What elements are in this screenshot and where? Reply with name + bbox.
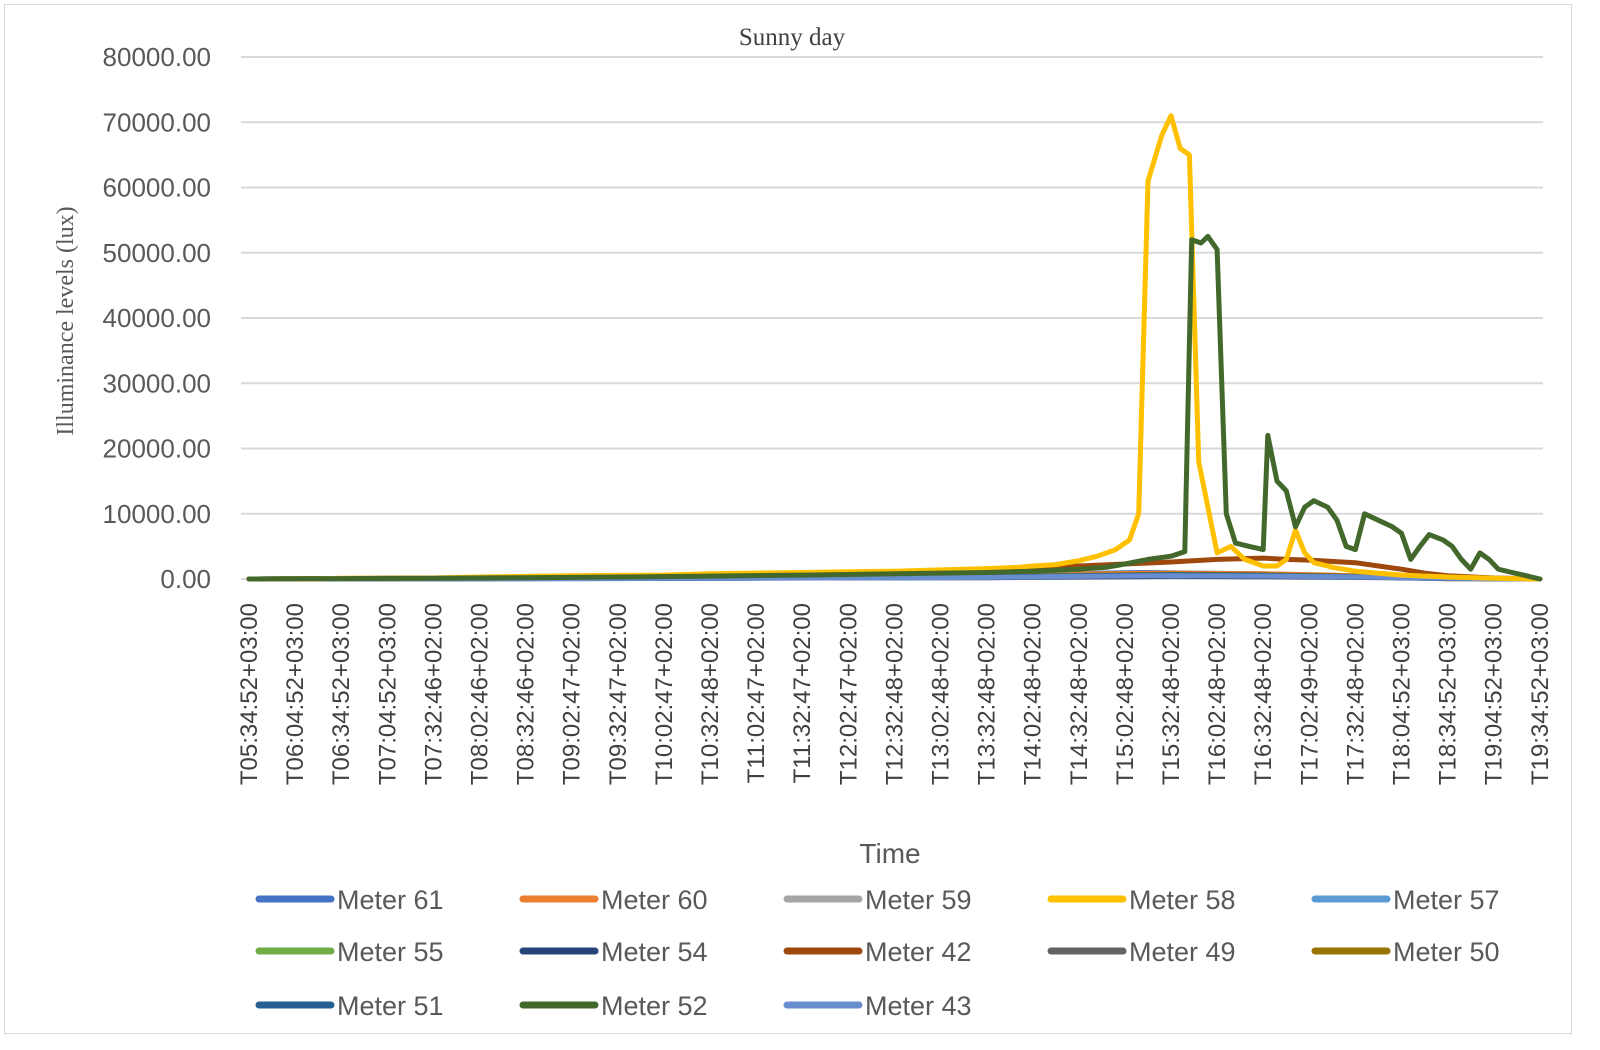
x-tick-label: T17:02:49+02:00 (1296, 603, 1323, 785)
legend-item: Meter 52 (519, 991, 708, 1021)
legend-item: Meter 59 (783, 885, 972, 915)
legend-label: Meter 49 (1129, 937, 1236, 967)
chart-title: Sunny day (739, 24, 846, 51)
y-tick-label: 0.00 (160, 564, 211, 594)
y-tick-label: 60000.00 (103, 173, 211, 203)
y-tick-label: 50000.00 (103, 238, 211, 268)
x-tick-label: T16:32:48+02:00 (1250, 603, 1277, 785)
x-tick-label: T15:32:48+02:00 (1158, 603, 1185, 785)
x-tick-label: T12:32:48+02:00 (881, 603, 908, 785)
legend-label: Meter 43 (865, 991, 972, 1021)
legend-item: Meter 49 (1047, 937, 1236, 967)
x-tick-label: T13:02:48+02:00 (928, 603, 955, 785)
x-tick-label: T13:32:48+02:00 (974, 603, 1001, 785)
series-line-meter-52 (246, 233, 1543, 582)
x-axis-ticks: T05:34:52+03:00 T06:04:52+03:00 T06:34:52+… (236, 603, 1554, 785)
x-tick-label: T14:32:48+02:00 (1066, 603, 1093, 785)
y-tick-label: 10000.00 (103, 499, 211, 529)
x-tick-label: T11:32:47+02:00 (789, 603, 816, 783)
legend-label: Meter 60 (601, 885, 708, 915)
legend-label: Meter 51 (337, 991, 444, 1021)
series-line-meter-58 (246, 113, 1543, 582)
legend-label: Meter 42 (865, 937, 972, 967)
x-tick-label: T16:02:48+02:00 (1204, 603, 1231, 785)
x-axis-label: Time (859, 838, 920, 869)
x-tick-label: T08:02:46+02:00 (467, 603, 494, 785)
legend-label: Meter 50 (1393, 937, 1500, 967)
legend-item: Meter 50 (1311, 937, 1500, 967)
x-tick-label: T09:32:47+02:00 (605, 603, 632, 785)
x-tick-label: T06:34:52+03:00 (328, 603, 355, 785)
x-tick-label: T05:34:52+03:00 (236, 603, 263, 785)
legend-item: Meter 42 (783, 937, 972, 967)
legend-item: Meter 60 (519, 885, 708, 915)
y-tick-label: 30000.00 (103, 368, 211, 398)
y-tick-label: 80000.00 (103, 42, 211, 72)
y-axis-ticks: 0.00 10000.00 20000.00 30000.00 40000.00 5000… (103, 42, 211, 594)
legend-label: Meter 57 (1393, 885, 1500, 915)
x-tick-label: T12:02:47+02:00 (835, 603, 862, 785)
x-tick-label: T07:04:52+03:00 (374, 603, 401, 785)
x-tick-label: T10:32:48+02:00 (697, 603, 724, 785)
y-tick-label: 20000.00 (103, 434, 211, 464)
x-tick-label: T06:04:52+03:00 (282, 603, 309, 785)
legend: Meter 61 Meter 60 Meter 59 Meter 58 Meter 57… (255, 885, 1500, 1021)
x-tick-label: T15:02:48+02:00 (1112, 603, 1139, 785)
series-lines (246, 113, 1543, 582)
legend-item: Meter 54 (519, 937, 708, 967)
y-tick-label: 70000.00 (103, 107, 211, 137)
x-tick-label: T09:02:47+02:00 (559, 603, 586, 785)
x-tick-label: T14:02:48+02:00 (1020, 603, 1047, 785)
y-tick-label: 40000.00 (103, 303, 211, 333)
legend-label: Meter 54 (601, 937, 708, 967)
x-tick-label: T11:02:47+02:00 (743, 603, 770, 783)
x-tick-label: T07:32:46+02:00 (420, 603, 447, 785)
x-tick-label: T17:32:48+02:00 (1342, 603, 1369, 785)
legend-label: Meter 59 (865, 885, 972, 915)
line-chart: 0.00 10000.00 20000.00 30000.00 40000.00 5000… (53, 24, 1554, 1021)
legend-item: Meter 55 (255, 937, 444, 967)
legend-item: Meter 43 (783, 991, 972, 1021)
x-tick-label: T18:34:52+03:00 (1435, 603, 1462, 785)
legend-item: Meter 61 (255, 885, 444, 915)
x-tick-label: T10:02:47+02:00 (651, 603, 678, 785)
x-tick-label: T18:04:52+03:00 (1389, 603, 1416, 785)
y-axis-label: Illuminance levels (lux) (53, 206, 79, 435)
legend-label: Meter 55 (337, 937, 444, 967)
legend-label: Meter 61 (337, 885, 444, 915)
x-tick-label: T08:32:46+02:00 (513, 603, 540, 785)
legend-item: Meter 57 (1311, 885, 1500, 915)
legend-label: Meter 58 (1129, 885, 1236, 915)
x-tick-label: T19:04:52+03:00 (1481, 603, 1508, 785)
legend-item: Meter 51 (255, 991, 444, 1021)
legend-label: Meter 52 (601, 991, 708, 1021)
gridlines (241, 56, 1543, 580)
chart-frame: 0.00 10000.00 20000.00 30000.00 40000.00 5000… (4, 4, 1572, 1034)
legend-item: Meter 58 (1047, 885, 1236, 915)
x-tick-label: T19:34:52+03:00 (1527, 603, 1554, 785)
